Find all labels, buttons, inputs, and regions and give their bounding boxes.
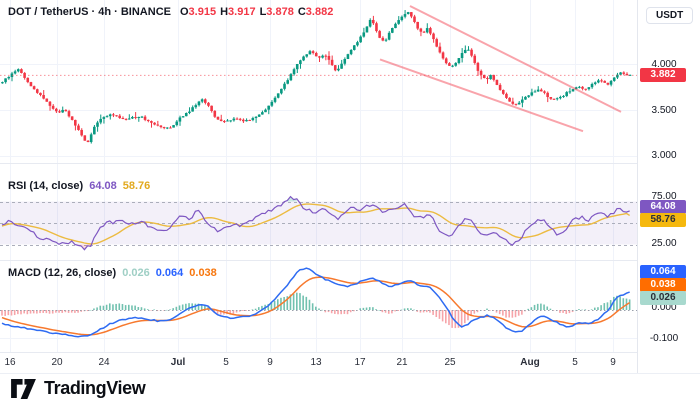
time-tick-label: 20 [51,357,63,368]
price-axis-label: 3.500 [651,105,677,116]
time-tick-label: 13 [310,357,322,368]
time-tick-label: 25 [444,357,456,368]
tradingview-logo-icon [11,378,36,399]
rsi-badge: 64.08 [640,200,686,214]
chart-legend: DOT / TetherUS · 4h · BINANCE O3.915 H3.91… [8,6,333,18]
macd-axis-label: 0.000 [651,302,677,313]
macd-legend: MACD (12, 26, close) 0.026 0.064 0.038 [8,267,217,279]
time-tick-label: 21 [396,357,408,368]
time-tick-label: 16 [4,357,16,368]
price-axis[interactable]: 4.000 3.500 3.000 3.882 75.00 25.00 64.08 58.76… [637,0,700,373]
widget-bottom-border [0,373,700,374]
time-tick-label: 5 [223,357,229,368]
time-tick-label: 9 [267,357,273,368]
pane-separator-main-rsi[interactable] [0,163,700,164]
macd-hist-value: 0.026 [122,267,150,279]
price-axis-label: 3.000 [651,150,677,161]
macd-value: 0.064 [155,267,184,279]
time-tick-label: 5 [572,357,578,368]
time-axis-separator [0,352,700,353]
rsi-ma-value: 58.76 [122,180,151,192]
hist-badge: 0.026 [640,291,686,305]
symbol-title[interactable]: DOT / TetherUS · 4h · BINANCE [8,6,171,18]
signal-badge: 0.038 [640,278,686,292]
time-tick-label: 24 [98,357,110,368]
tradingview-logo-text: TradingView [44,378,146,398]
currency-toggle-button[interactable]: USDT [646,7,694,24]
rsi-value: 64.08 [89,180,117,192]
macd-signal-value: 0.038 [189,267,217,279]
rsi-ma-badge: 58.76 [640,213,686,227]
time-tick-label: Aug [520,357,540,368]
rsi-legend: RSI (14, close) 64.08 58.76 [8,180,150,192]
macd-badge: 0.064 [640,265,686,279]
time-axis[interactable]: 16 20 24 Jul 5 9 13 17 21 25 Aug 5 9 [0,353,637,373]
price-axis-label: 4.000 [651,59,677,70]
time-tick-label: Jul [170,357,186,368]
rsi-axis-label: 25.00 [651,238,677,249]
time-tick-label: 17 [354,357,366,368]
rsi-title[interactable]: RSI (14, close) [8,180,84,192]
rsi-axis-label: 75.00 [651,191,677,202]
macd-title[interactable]: MACD (12, 26, close) [8,267,117,279]
pane-separator-rsi-macd[interactable] [0,260,700,261]
time-tick-label: 9 [610,357,616,368]
tradingview-logo[interactable]: TradingView [10,378,146,399]
ohlc-values: O3.915 H3.917 L3.878 C3.882 [179,6,334,18]
macd-axis-label: -0.100 [649,333,679,344]
last-price-badge: 3.882 [640,68,686,82]
